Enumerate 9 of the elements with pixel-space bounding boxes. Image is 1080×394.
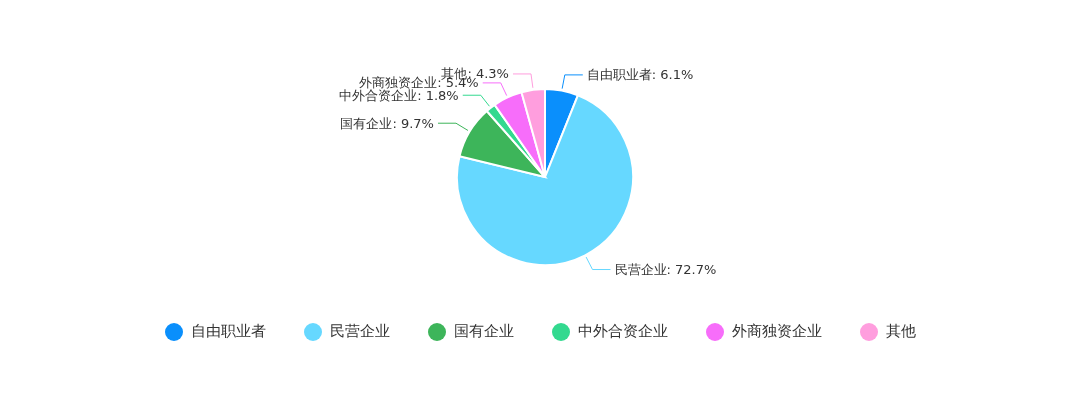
- legend-label: 其他: [884, 322, 916, 341]
- legend-label: 民营企业: [328, 322, 390, 341]
- data-label: 民营企业: 72.7%: [614, 262, 717, 278]
- legend-label: 自由职业者: [189, 322, 266, 341]
- legend-label: 国有企业: [452, 322, 514, 341]
- data-label: 自由职业者: 6.1%: [586, 67, 694, 83]
- legend-label: 外商独资企业: [730, 322, 822, 341]
- data-label: 国有企业: 9.7%: [340, 115, 434, 131]
- legend-label: 中外合资企业: [576, 322, 668, 341]
